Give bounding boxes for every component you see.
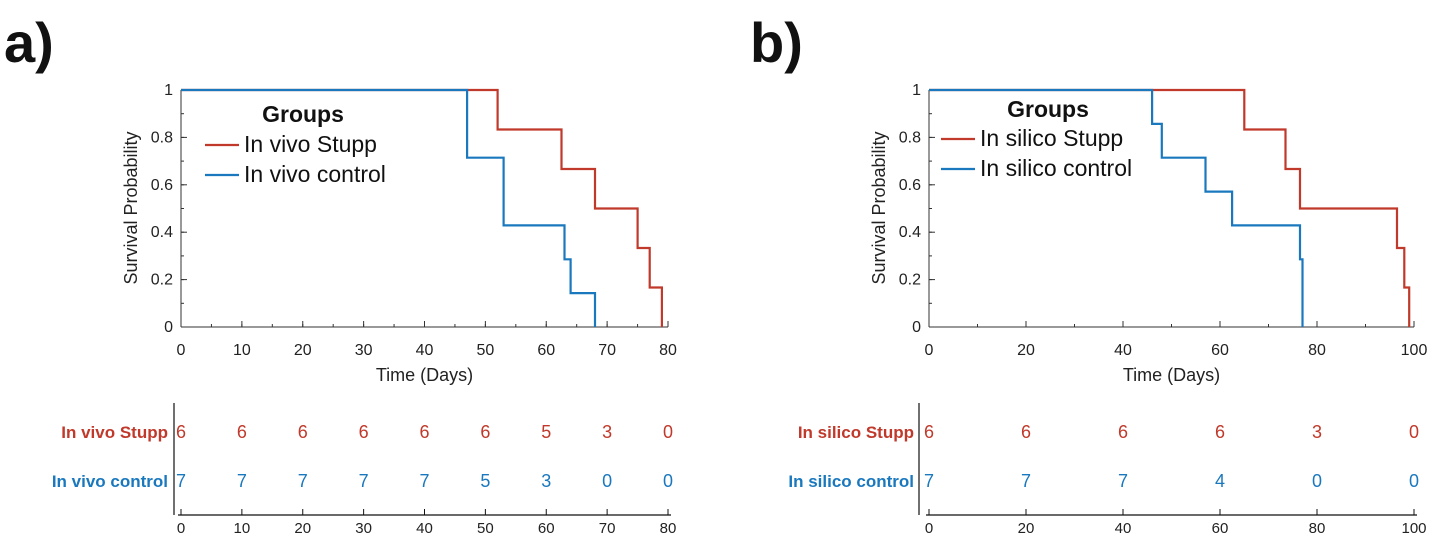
panel-a-risk-table-tick-label: 0 — [177, 520, 185, 537]
panel-a-risk-table-tick-label: 10 — [234, 520, 251, 537]
panel-a-y-axis-label: Survival Probability — [121, 131, 141, 284]
panel-b-risk-count: 6 — [1215, 422, 1225, 442]
panel-a-risk-table-tick-label: 70 — [599, 520, 616, 537]
panel-b-y-tick-label: 0.4 — [899, 224, 921, 241]
panel-a-legend-title: Groups — [262, 101, 344, 127]
panel-a-risk-count: 5 — [480, 471, 490, 491]
panel-b-y-tick-label: 1 — [912, 82, 921, 99]
panel-b-risk-count: 7 — [1021, 471, 1031, 491]
panel-a-risk-count: 6 — [359, 422, 369, 442]
panel-b-x-axis-label: Time (Days) — [1123, 365, 1220, 385]
panel-a-risk-count: 3 — [602, 422, 612, 442]
panel-b-x-tick-label: 40 — [1114, 342, 1132, 359]
panel-a-x-tick-label: 60 — [537, 342, 555, 359]
panel-b-label: b) — [750, 11, 803, 74]
panel-a-x-tick-label: 70 — [598, 342, 616, 359]
panel-a-y-tick-label: 0.6 — [151, 177, 173, 194]
panel-b-y-axis-label: Survival Probability — [869, 131, 889, 284]
panel-b-y-tick-label: 0.6 — [899, 177, 921, 194]
panel-b-y-tick-label: 0.8 — [899, 129, 921, 146]
panel-a-x-tick-label: 50 — [476, 342, 494, 359]
panel-b-x-tick-label: 60 — [1211, 342, 1229, 359]
panel-a-y-tick-label: 1 — [164, 82, 173, 99]
panel-b-x-tick-label: 20 — [1017, 342, 1035, 359]
panel-a-x-axis-label: Time (Days) — [376, 365, 473, 385]
panel-a-series-stupp-line — [181, 88, 664, 327]
panel-a-risk-count: 7 — [237, 471, 247, 491]
panel-a-risk-count: 7 — [176, 471, 186, 491]
panel-b-risk-count: 3 — [1312, 422, 1322, 442]
panel-a-risk-count: 7 — [359, 471, 369, 491]
panel-b-risk-count: 0 — [1409, 422, 1419, 442]
panel-b-risk-count: 0 — [1312, 471, 1322, 491]
panel-a-risk-table-tick-label: 30 — [355, 520, 372, 537]
panel-a-risk-count: 0 — [663, 422, 673, 442]
panel-b-y-tick-label: 0.2 — [899, 272, 921, 289]
panel-b-risk-table-tick-label: 60 — [1212, 520, 1229, 537]
panel-a-risk-count: 7 — [298, 471, 308, 491]
panel-b-risk-count: 7 — [1118, 471, 1128, 491]
panel-b-risk-count: 6 — [1118, 422, 1128, 442]
panel-a-risk-count: 3 — [541, 471, 551, 491]
panel-a-label: a) — [4, 11, 54, 74]
panel-a-y-tick-label: 0.4 — [151, 224, 173, 241]
panel-b-legend-label: In silico control — [980, 155, 1132, 181]
panel-a-risk-table-tick-label: 50 — [477, 520, 494, 537]
panel-a-risk-count: 5 — [541, 422, 551, 442]
panel-a-legend-label: In vivo control — [244, 161, 386, 187]
panel-b-x-tick-label: 0 — [925, 342, 934, 359]
panel-a-risk-count: 6 — [176, 422, 186, 442]
panel-a-x-tick-label: 30 — [355, 342, 373, 359]
panel-a-risk-count: 0 — [602, 471, 612, 491]
panel-a-risk-count: 0 — [663, 471, 673, 491]
panel-b-risk-count: 6 — [1021, 422, 1031, 442]
panel-b-risk-table-tick-label: 100 — [1401, 520, 1426, 537]
panel-a-risk-count: 6 — [480, 422, 490, 442]
panel-b-risk-count: 4 — [1215, 471, 1225, 491]
panel-a-risk-table-tick-label: 80 — [660, 520, 677, 537]
panel-b-risk-table-tick-label: 40 — [1115, 520, 1132, 537]
panel-a-risk-table-tick-label: 20 — [294, 520, 311, 537]
panel-b-risk-table-tick-label: 20 — [1018, 520, 1035, 537]
panel-a-risk-row-label: In vivo control — [52, 472, 168, 491]
panel-b-risk-row-label: In silico control — [788, 472, 914, 491]
panel-b-y-tick-label: 0 — [912, 319, 921, 336]
panel-a-y-tick-label: 0.8 — [151, 129, 173, 146]
panel-a-x-tick-label: 40 — [416, 342, 434, 359]
panel-a-y-tick-label: 0.2 — [151, 272, 173, 289]
panel-a-x-tick-label: 10 — [233, 342, 251, 359]
panel-b-risk-table-tick-label: 80 — [1309, 520, 1326, 537]
panel-a-risk-count: 6 — [237, 422, 247, 442]
panel-a-legend-label: In vivo Stupp — [244, 131, 377, 157]
panel-b-risk-count: 7 — [924, 471, 934, 491]
panel-a-risk-count: 7 — [419, 471, 429, 491]
panel-b-series-control-line — [929, 88, 1304, 327]
panel-a-risk-count: 6 — [298, 422, 308, 442]
panel-a-series-control-line — [181, 88, 597, 327]
panel-a-risk-table-tick-label: 60 — [538, 520, 555, 537]
panel-a-y-tick-label: 0 — [164, 319, 173, 336]
panel-b-risk-count: 6 — [924, 422, 934, 442]
panel-b-risk-count: 0 — [1409, 471, 1419, 491]
panel-b-risk-table-tick-label: 0 — [925, 520, 933, 537]
panel-b-x-tick-label: 80 — [1308, 342, 1326, 359]
panel-a-risk-table-tick-label: 40 — [416, 520, 433, 537]
panel-b-x-tick-label: 100 — [1401, 342, 1428, 359]
panel-b-risk-row-label: In silico Stupp — [798, 423, 914, 442]
panel-a-x-tick-label: 20 — [294, 342, 312, 359]
panel-b-legend-title: Groups — [1007, 96, 1089, 122]
panel-a-x-tick-label: 80 — [659, 342, 677, 359]
panel-a-risk-count: 6 — [419, 422, 429, 442]
panel-a-risk-row-label: In vivo Stupp — [61, 423, 168, 442]
panel-a-x-tick-label: 0 — [177, 342, 186, 359]
panel-b-legend-label: In silico Stupp — [980, 125, 1123, 151]
panel-b-series-stupp-line — [929, 88, 1411, 327]
